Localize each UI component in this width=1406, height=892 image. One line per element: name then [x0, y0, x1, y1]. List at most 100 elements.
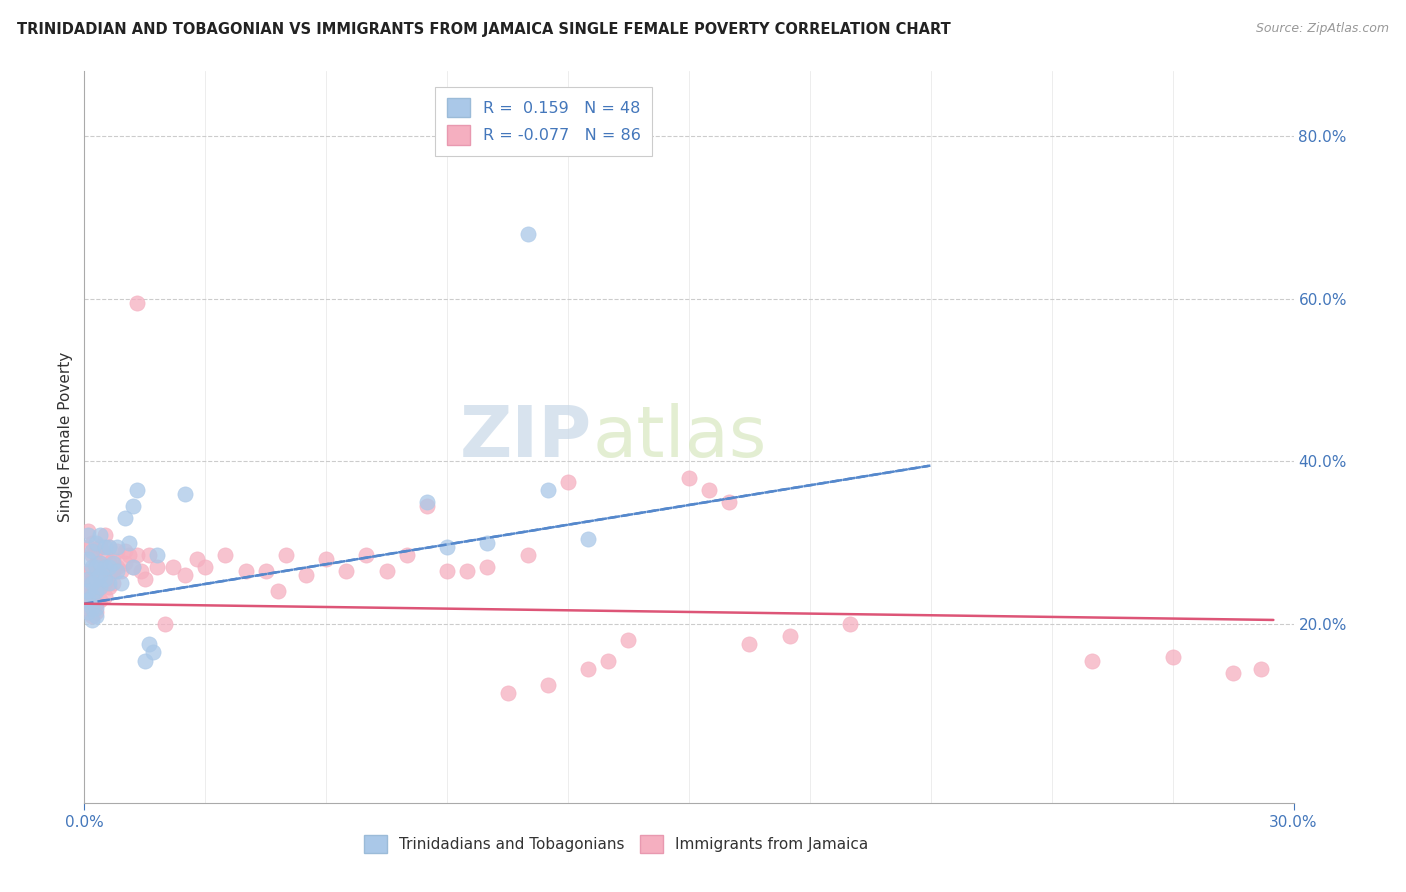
Point [121, 560, 143, 574]
Point [839, 617, 862, 632]
Point [93, 572, 115, 586]
Point [86, 605, 108, 619]
Point [89, 556, 111, 570]
Point [146, 548, 169, 562]
Point [477, 560, 499, 574]
Text: ZIP: ZIP [460, 402, 592, 472]
Point [86, 584, 108, 599]
Text: atlas: atlas [592, 402, 766, 472]
Point [93, 576, 115, 591]
Point [93, 560, 115, 574]
Point [477, 535, 499, 549]
Point [121, 560, 143, 574]
Point [436, 540, 458, 554]
Point [129, 564, 152, 578]
Point [537, 483, 560, 497]
Point [86, 597, 108, 611]
Point [142, 645, 165, 659]
Point [89, 592, 111, 607]
Point [254, 564, 277, 578]
Point [118, 548, 141, 562]
Point [697, 483, 720, 497]
Point [89, 556, 111, 570]
Point [82, 589, 104, 603]
Point [718, 495, 741, 509]
Point [86, 556, 108, 570]
Point [134, 572, 156, 586]
Point [537, 678, 560, 692]
Point [516, 548, 538, 562]
Point [105, 560, 128, 574]
Point [89, 540, 111, 554]
Point [101, 576, 124, 591]
Point [86, 560, 108, 574]
Point [97, 560, 120, 574]
Point [496, 686, 519, 700]
Point [93, 564, 115, 578]
Point [105, 544, 128, 558]
Point [779, 629, 801, 643]
Point [134, 654, 156, 668]
Y-axis label: Single Female Poverty: Single Female Poverty [58, 352, 73, 522]
Point [153, 617, 176, 632]
Point [110, 576, 132, 591]
Point [97, 540, 120, 554]
Point [89, 527, 111, 541]
Point [77, 552, 100, 566]
Point [82, 572, 104, 586]
Point [416, 495, 439, 509]
Point [125, 483, 148, 497]
Point [576, 662, 599, 676]
Point [93, 589, 115, 603]
Point [456, 564, 478, 578]
Point [77, 589, 100, 603]
Point [82, 544, 104, 558]
Point [105, 564, 128, 578]
Point [77, 564, 100, 578]
Point [110, 564, 132, 578]
Point [82, 584, 104, 599]
Point [335, 564, 357, 578]
Point [97, 568, 120, 582]
Point [77, 576, 100, 591]
Point [114, 544, 136, 558]
Point [295, 568, 318, 582]
Point [89, 568, 111, 582]
Point [114, 556, 136, 570]
Point [89, 581, 111, 595]
Point [93, 540, 115, 554]
Point [82, 600, 104, 615]
Text: TRINIDADIAN AND TOBAGONIAN VS IMMIGRANTS FROM JAMAICA SINGLE FEMALE POVERTY CORR: TRINIDADIAN AND TOBAGONIAN VS IMMIGRANTS… [17, 22, 950, 37]
Point [86, 584, 108, 599]
Point [738, 637, 761, 651]
Point [118, 535, 141, 549]
Point [77, 527, 100, 541]
Point [557, 475, 579, 489]
Point [678, 471, 700, 485]
Point [375, 564, 398, 578]
Point [125, 296, 148, 310]
Point [82, 560, 104, 574]
Point [125, 548, 148, 562]
Point [1081, 654, 1104, 668]
Point [93, 527, 115, 541]
Point [194, 560, 217, 574]
Point [174, 568, 197, 582]
Point [86, 600, 108, 615]
Point [82, 613, 104, 627]
Point [516, 227, 538, 241]
Point [267, 584, 290, 599]
Point [114, 511, 136, 525]
Point [138, 637, 160, 651]
Point [97, 556, 120, 570]
Point [82, 564, 104, 578]
Point [416, 499, 439, 513]
Point [97, 576, 120, 591]
Point [77, 584, 100, 599]
Point [82, 548, 104, 562]
Point [101, 556, 124, 570]
Point [86, 535, 108, 549]
Point [77, 592, 100, 607]
Point [77, 600, 100, 615]
Point [86, 608, 108, 623]
